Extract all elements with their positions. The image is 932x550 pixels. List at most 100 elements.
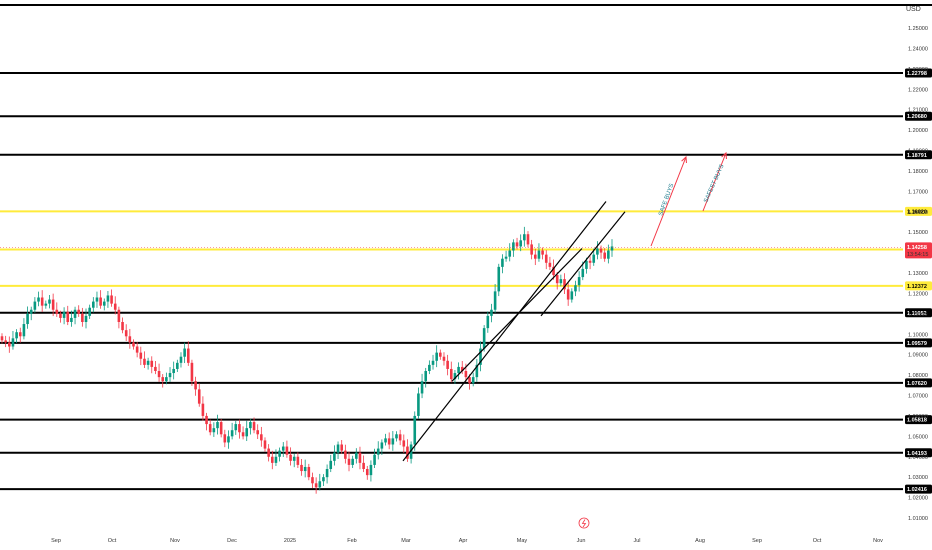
candle-body: [143, 358, 146, 365]
trendline[interactable]: [402, 201, 607, 462]
candle-body: [29, 309, 33, 314]
candle-body: [303, 466, 307, 472]
candle-body: [417, 393, 420, 416]
level-price-label: 1.05818: [907, 418, 927, 424]
candle-body: [77, 309, 81, 314]
candle-body: [347, 458, 351, 465]
level-price-tag: [905, 206, 932, 216]
candle-body: [333, 452, 336, 461]
candle-body: [197, 389, 201, 404]
y-tick-label: 1.08000: [908, 373, 928, 379]
candle-body: [501, 258, 504, 267]
candle-body: [263, 440, 267, 449]
y-tick-label: 1.04000: [908, 455, 928, 461]
candle-body: [230, 430, 234, 437]
candle-body: [457, 366, 460, 374]
candle-body: [365, 469, 369, 476]
trendline[interactable]: [451, 248, 583, 382]
candle-body: [431, 360, 435, 365]
x-tick-label: Sep: [752, 538, 762, 544]
candle-body: [208, 424, 212, 433]
candle-body: [274, 456, 278, 463]
trendline[interactable]: [540, 211, 626, 317]
candle-body: [519, 240, 522, 247]
candle-body: [555, 275, 559, 284]
candle-body: [493, 291, 497, 310]
candle-body: [376, 448, 380, 455]
candle-body: [238, 424, 241, 433]
candle-body: [449, 368, 453, 380]
candle-body: [245, 428, 249, 437]
candle-body: [482, 328, 486, 349]
arrow-line[interactable]: [650, 156, 687, 247]
level-price-tag: [905, 308, 932, 318]
levels-layer: 1.227981.206801.187911.160201.141491.123…: [0, 4, 932, 494]
arrow-head: [681, 155, 687, 164]
candle-body: [413, 415, 417, 445]
y-tick-label: 1.15000: [908, 230, 928, 236]
candle-body: [409, 444, 413, 459]
candle-body: [117, 309, 121, 322]
candle-body: [241, 432, 245, 437]
candle-body: [256, 430, 259, 435]
candle-body: [460, 366, 464, 371]
candle-body: [48, 299, 51, 304]
y-tick-label: 1.07000: [908, 394, 928, 400]
candle-body: [486, 315, 490, 329]
y-tick-label: 1.21000: [908, 108, 928, 114]
lightning-icon[interactable]: [578, 517, 590, 529]
arrow-head: [721, 151, 727, 160]
level-price-label: 1.07620: [907, 381, 927, 387]
drawings-layer: SAFE BUYS SAFEST BUYS: [0, 151, 903, 462]
y-tick-label: 1.05000: [908, 434, 928, 440]
candle-body: [318, 481, 322, 488]
candle-body: [406, 446, 409, 459]
price-axis[interactable]: 1.25000 1.24000 1.23000 1.22000 1.21000 1.200…: [905, 26, 932, 522]
candle-body: [428, 364, 431, 371]
candle-body: [4, 340, 7, 343]
y-tick-label: 1.03000: [908, 475, 928, 481]
candle-body: [84, 315, 88, 322]
candle-body: [468, 377, 471, 384]
candle-body: [336, 444, 340, 453]
time-axis[interactable]: Sep Oct Nov Dec 2025 Feb Mar Apr May Jun Jul Aug Sep…: [51, 517, 883, 544]
level-price-tag: [905, 378, 932, 388]
current-price-label: 1.14258: [907, 245, 927, 251]
y-tick-label: 1.06000: [908, 414, 928, 420]
candle-body: [124, 330, 128, 337]
candle-body: [81, 313, 84, 322]
candle-body: [281, 446, 285, 451]
x-tick-label: Nov: [170, 538, 180, 544]
level-price-label: 1.04193: [907, 451, 927, 457]
level-price-tag: [905, 150, 932, 160]
candle-body: [329, 460, 333, 469]
candle-body: [599, 248, 603, 253]
candle-body: [8, 342, 11, 347]
candle-body: [92, 301, 95, 308]
level-price-label: 1.20680: [907, 114, 927, 120]
candle-body: [260, 434, 263, 441]
y-tick-label: 1.19000: [908, 149, 928, 155]
level-price-tag: [905, 415, 932, 425]
candle-body: [190, 362, 194, 382]
candle-body: [128, 336, 132, 343]
candle-body: [59, 313, 62, 318]
x-tick-label: Oct: [108, 538, 117, 544]
candle-body: [563, 279, 566, 290]
candles-layer: [0, 226, 614, 494]
candle-body: [475, 364, 479, 378]
candle-body: [252, 422, 256, 431]
candle-body: [95, 297, 99, 302]
candle-body: [391, 438, 395, 445]
candle-body: [121, 322, 124, 331]
x-tick-label: Nov: [873, 538, 883, 544]
candle-body: [212, 428, 216, 433]
y-tick-label: 1.01000: [908, 516, 928, 522]
candle-body: [314, 483, 318, 488]
candle-body: [588, 260, 592, 263]
arrow-line[interactable]: [702, 152, 727, 212]
level-price-label: 1.22798: [907, 71, 927, 77]
candle-body: [146, 360, 150, 365]
candle-body: [186, 348, 190, 363]
